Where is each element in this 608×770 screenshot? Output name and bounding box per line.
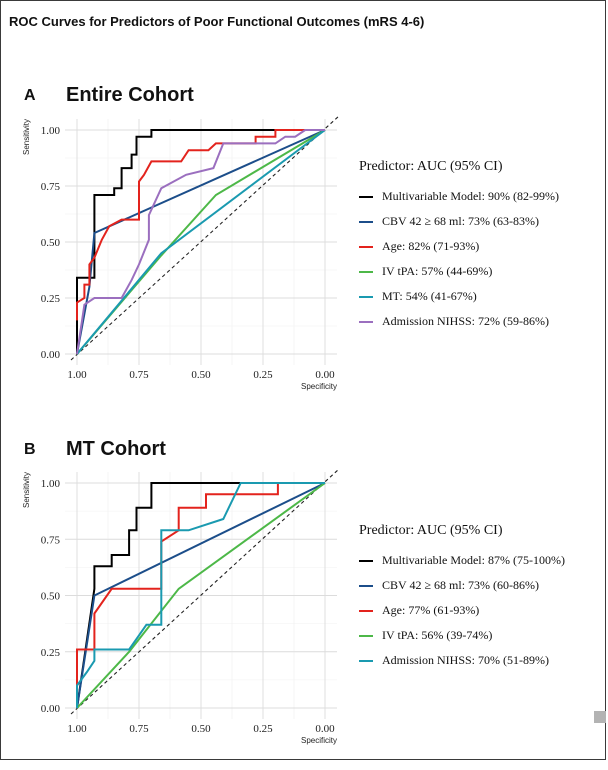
series-line-4	[76, 482, 325, 708]
reference-diagonal	[70, 468, 340, 715]
legend-swatch	[359, 270, 373, 273]
y-tick-label: 0.00	[41, 349, 61, 361]
y-tick-label: 0.25	[41, 647, 61, 659]
y-tick-label: 0.00	[41, 703, 61, 715]
legend-label: CBV 42 ≥ 68 ml: 73% (63-83%)	[382, 214, 540, 228]
legend-item: CBV 42 ≥ 68 ml: 73% (63-83%)	[359, 209, 559, 234]
legend-title: Predictor: AUC (95% CI)	[359, 159, 503, 174]
x-tick-label: 0.50	[191, 369, 211, 381]
y-tick-label: 0.25	[41, 293, 61, 305]
legend-swatch	[359, 295, 373, 298]
series-line-2	[76, 482, 325, 708]
roc-chart-entire-cohort: 1.00 0.75 0.50 0.25 0.00 0.00 0.25 0.50 0.75 1.00…	[22, 115, 340, 391]
x-tick-label: 0.00	[315, 369, 335, 381]
legend-item: IV tPA: 57% (44-69%)	[359, 259, 559, 284]
legend-item: CBV 42 ≥ 68 ml: 73% (60-86%)	[359, 573, 565, 598]
legend-swatch	[359, 320, 373, 323]
legend-item: Age: 77% (61-93%)	[359, 598, 565, 623]
panel-b-title: MT Cohort	[66, 438, 166, 460]
series-line-4	[76, 129, 326, 355]
series-line-0	[76, 482, 325, 709]
legend-swatch	[359, 220, 373, 223]
scroll-handle[interactable]	[594, 711, 606, 723]
legend-swatch	[359, 245, 373, 248]
figure-title: ROC Curves for Predictors of Poor Functi…	[9, 14, 425, 29]
series-line-0	[76, 129, 325, 354]
series-line-2	[76, 129, 325, 321]
legend-item: Multivariable Model: 87% (75-100%)	[359, 548, 565, 573]
legend-label: Multivariable Model: 90% (82-99%)	[382, 189, 559, 203]
y-tick-label: 0.50	[41, 237, 61, 249]
legend-item: Admission NIHSS: 70% (51-89%)	[359, 648, 565, 673]
x-tick-label: 0.75	[129, 369, 149, 381]
legend-item: Age: 82% (71-93%)	[359, 234, 559, 259]
legend-title: Predictor: AUC (95% CI)	[359, 523, 503, 538]
series-line-3	[76, 482, 326, 709]
legend-item: Multivariable Model: 90% (82-99%)	[359, 184, 559, 209]
legend-swatch	[359, 559, 373, 562]
x-tick-label: 0.25	[253, 369, 273, 381]
x-tick-label: 1.00	[67, 723, 87, 735]
reference-diagonal	[70, 115, 340, 361]
x-tick-label: 0.75	[129, 723, 149, 735]
series-line-5	[76, 129, 325, 355]
x-tick-label: 0.25	[253, 723, 273, 735]
x-tick-label: 1.00	[67, 369, 87, 381]
panel-b-letter: B	[24, 441, 36, 458]
legend-label: Admission NIHSS: 72% (59-86%)	[382, 314, 549, 328]
legend-label: Multivariable Model: 87% (75-100%)	[382, 553, 565, 567]
legend-label: Admission NIHSS: 70% (51-89%)	[382, 653, 549, 667]
y-axis-title: Sensitivity	[22, 472, 31, 508]
legend-item: IV tPA: 56% (39-74%)	[359, 623, 565, 648]
legend-entire-cohort: Predictor: AUC (95% CI) Multivariable Mo…	[359, 159, 559, 334]
x-axis-title: Specificity	[301, 382, 337, 391]
legend-item: Admission NIHSS: 72% (59-86%)	[359, 309, 559, 334]
x-tick-label: 0.00	[315, 723, 335, 735]
legend-label: MT: 54% (41-67%)	[382, 289, 477, 303]
x-axis-title: Specificity	[301, 736, 337, 745]
legend-mt-cohort: Predictor: AUC (95% CI) Multivariable Mo…	[359, 523, 565, 673]
legend-label: Age: 77% (61-93%)	[382, 603, 480, 617]
legend-swatch	[359, 195, 373, 198]
legend-item: MT: 54% (41-67%)	[359, 284, 559, 309]
y-tick-label: 1.00	[41, 478, 61, 490]
y-tick-label: 1.00	[41, 125, 61, 137]
legend-swatch	[359, 584, 373, 587]
legend-label: CBV 42 ≥ 68 ml: 73% (60-86%)	[382, 578, 540, 592]
panel-a-letter: A	[24, 87, 36, 104]
legend-label: IV tPA: 56% (39-74%)	[382, 628, 493, 642]
x-tick-label: 0.50	[191, 723, 211, 735]
legend-swatch	[359, 659, 373, 662]
panel-a-title: Entire Cohort	[66, 84, 194, 106]
legend-swatch	[359, 609, 373, 612]
series-line-1	[76, 482, 326, 709]
legend-swatch	[359, 634, 373, 637]
y-tick-label: 0.75	[41, 181, 61, 193]
y-axis-title: Sensitivity	[22, 119, 31, 155]
y-tick-label: 0.75	[41, 534, 61, 546]
y-tick-label: 0.50	[41, 591, 61, 603]
legend-label: Age: 82% (71-93%)	[382, 239, 480, 253]
legend-label: IV tPA: 57% (44-69%)	[382, 264, 493, 278]
